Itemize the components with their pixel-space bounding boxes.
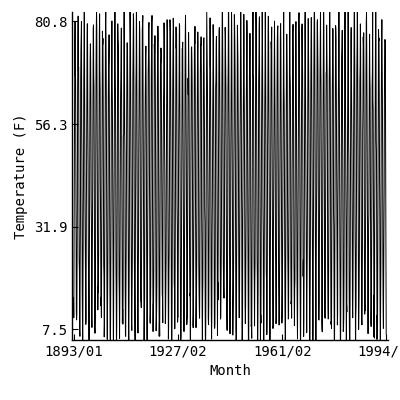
Y-axis label: Temperature (F): Temperature (F) [14, 113, 28, 239]
X-axis label: Month: Month [209, 364, 251, 378]
